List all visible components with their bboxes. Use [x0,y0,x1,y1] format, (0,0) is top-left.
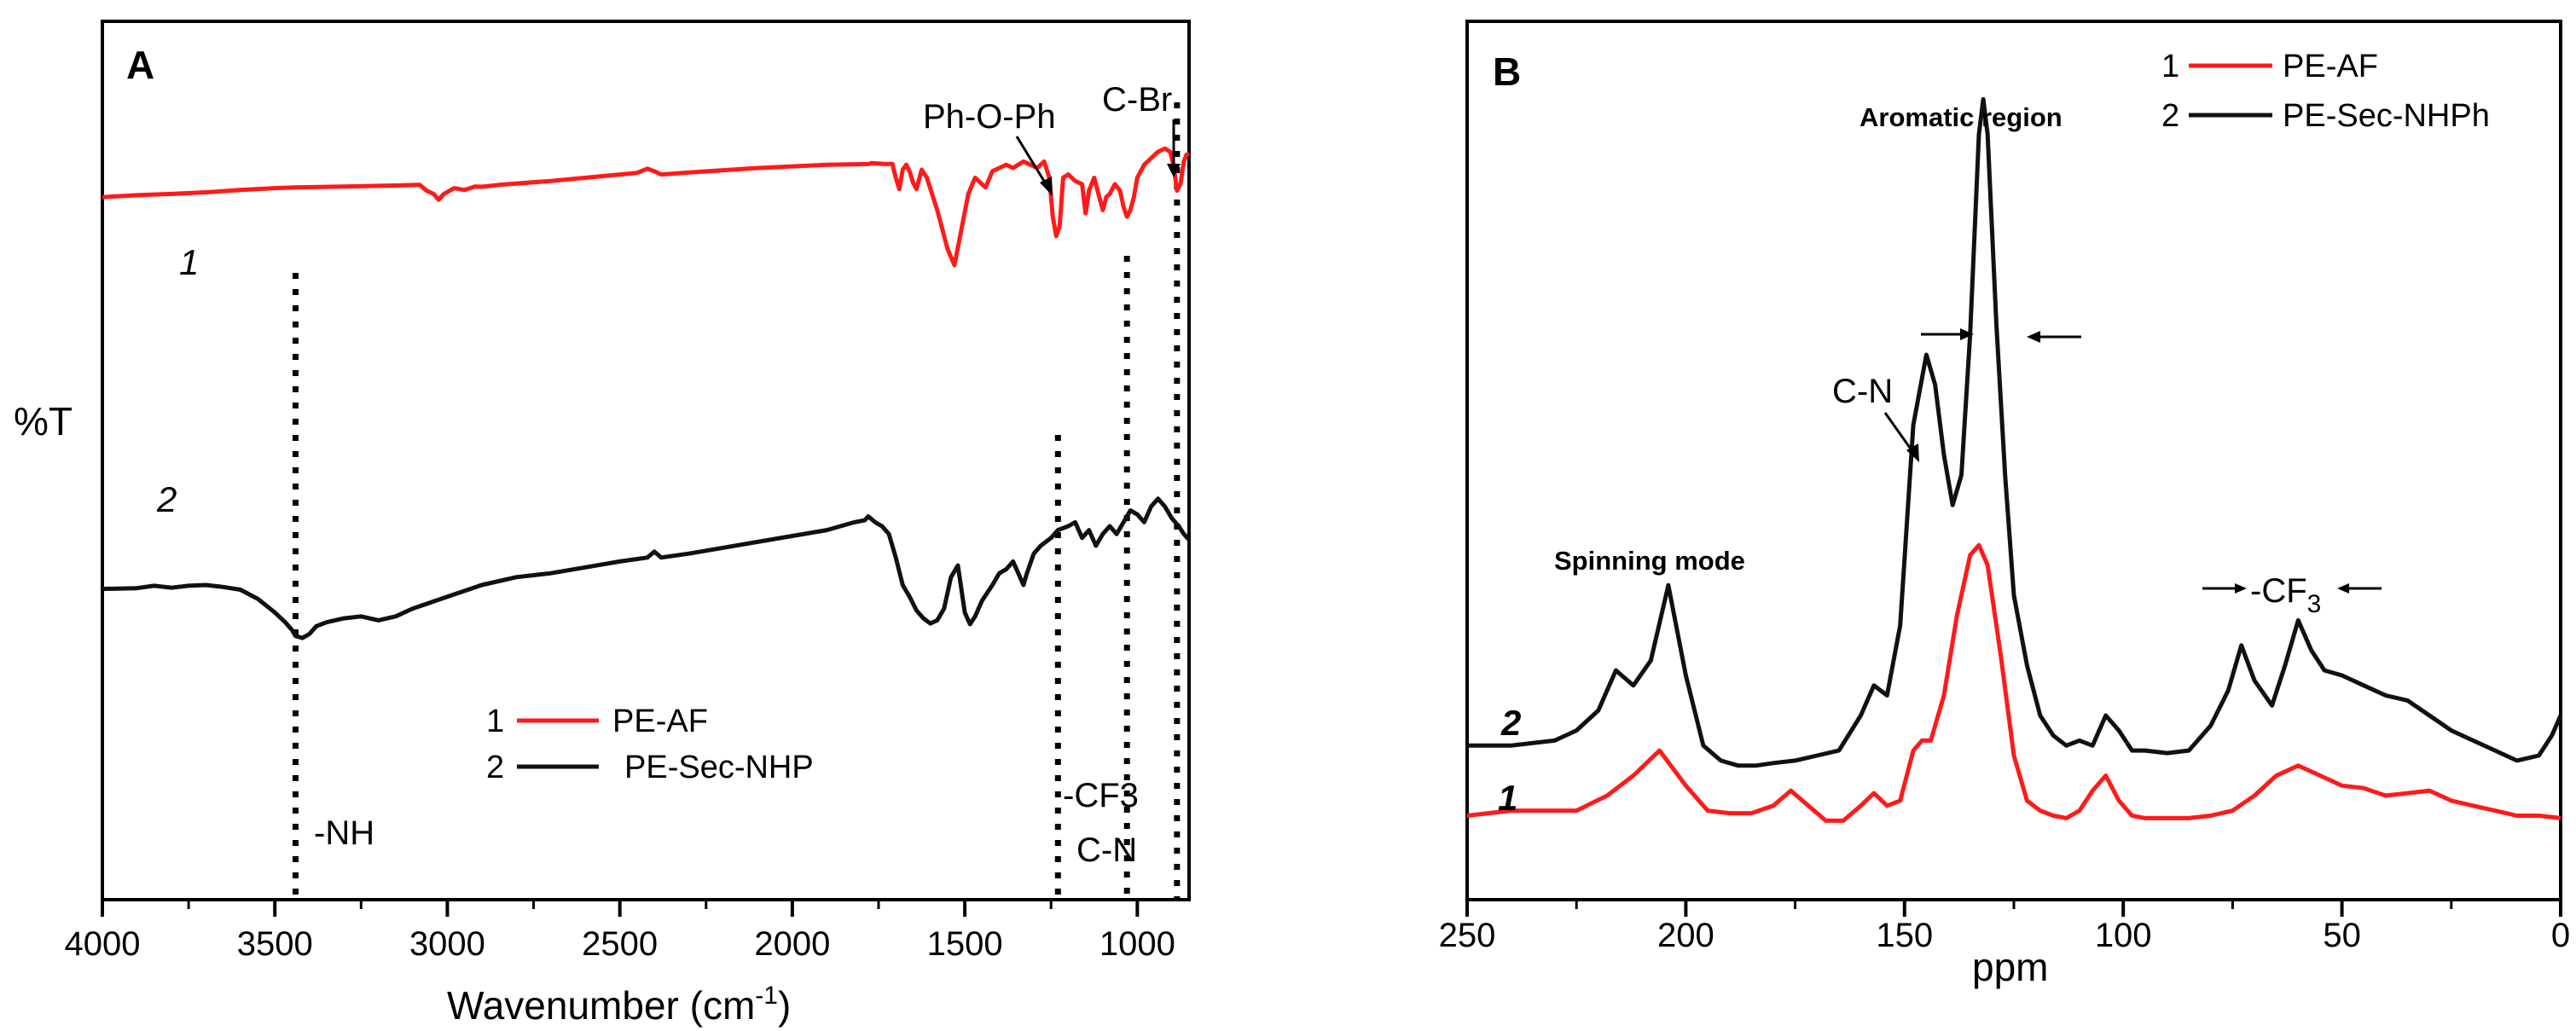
x-tick-label: 2500 [582,925,658,963]
panel-a-x-tick-labels: 4000 3500 3000 2500 2000 1500 1000 [65,925,1175,963]
x-tick-label: 100 [2095,917,2152,954]
legend-a-num-1: 1 [486,704,504,739]
panel-b: B 250 200 150 100 50 0 ppm 2 1 Aromatic regio… [1439,20,2571,989]
annotation-ph-o-ph-arrowhead [1040,177,1053,196]
annotation-c-n: C-N [1076,831,1137,869]
annotation-spinning-mode: Spinning mode [1554,546,1745,576]
annotation-cf3-b: -CF3 [2250,572,2321,618]
legend-a-num-2: 2 [486,750,504,785]
annotation-cf3: -CF3 [1063,777,1139,814]
panel-a-series [102,146,1191,640]
legend-b-label-1: PE-AF [2283,49,2378,84]
legend-a-label-2: PE-Sec-NHP [624,750,814,785]
panel-a: A 4000 3500 3000 2500 2000 1500 1000 Wavenumbe… [14,20,1191,1028]
panel-b-x-axis-title: ppm [1972,945,2048,989]
x-tick-label: 200 [1657,917,1714,954]
panel-b-series [1466,96,2563,823]
panel-b-curve-label-1: 1 [1498,778,1517,818]
panel-a-curve-label-1: 1 [179,242,199,282]
legend-a-label-1: PE-AF [612,704,708,739]
panel-b-x-tick-labels: 250 200 150 100 50 0 [1439,917,2571,954]
cf3-arrowhead-left [2235,583,2247,594]
x-tick-label: 4000 [65,925,141,963]
series-line-pe-af [102,146,1191,268]
annotation-aromatic-region: Aromatic region [1859,102,2063,132]
series-line-pe-af [1466,542,2561,823]
c-n-arrowhead [1906,443,1919,462]
legend-b-num-1: 1 [2161,49,2179,84]
x-tick-label: 0 [2551,917,2570,954]
x-tick-label: 1000 [1099,925,1175,963]
panel-b-legend: 1 PE-AF 2 PE-Sec-NHPh [2161,49,2490,134]
x-tick-label: 3000 [409,925,485,963]
cf3-arrowhead-right [2337,583,2349,594]
series-line-pe-sec-nhp [102,496,1191,640]
panel-b-x-ticks [1465,900,2562,917]
panel-a-label: A [126,43,154,87]
panel-a-legend: 1 PE-AF 2 PE-Sec-NHP [486,704,814,785]
panel-a-dotted-guides [292,102,1181,898]
x-tick-label: 1500 [927,925,1003,963]
annotation-nh: -NH [314,814,374,852]
aromatic-arrowhead-right [2027,331,2040,343]
series-line-pe-sec-nhph [1467,96,2563,768]
legend-b-label-2: PE-Sec-NHPh [2283,98,2490,134]
x-tick-label: 50 [2323,917,2361,954]
x-tick-label: 3500 [237,925,313,963]
c-n-arrow [1883,412,1916,455]
annotation-c-n-b: C-N [1832,373,1893,410]
panel-a-curve-label-2: 2 [156,479,177,519]
annotation-ph-o-ph: Ph-O-Ph [923,98,1056,136]
panel-a-x-axis-title: Wavenumber (cm-1) [447,982,791,1028]
panel-b-frame [1465,20,2562,901]
panel-b-label: B [1493,49,1521,94]
legend-b-num-2: 2 [2161,98,2179,134]
panel-a-x-ticks [101,900,1140,917]
panel-b-curve-label-2: 2 [1500,703,1521,743]
annotation-c-br-arrowhead [1167,164,1181,177]
panel-a-y-axis-title: %T [14,399,73,443]
x-tick-label: 2000 [754,925,830,963]
x-tick-label: 250 [1439,917,1496,954]
panel-a-frame [101,20,1191,901]
x-tick-label: 150 [1876,917,1933,954]
annotation-ph-o-ph-arrow [1015,136,1051,190]
annotation-c-br: C-Br [1102,81,1172,119]
aromatic-arrowhead-left [1960,328,1974,340]
